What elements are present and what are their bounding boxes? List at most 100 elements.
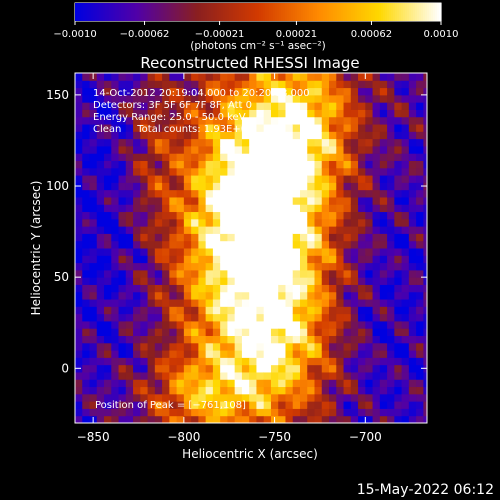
heatmap-cell <box>176 328 185 336</box>
heatmap-cell <box>133 364 141 373</box>
heatmap-cell <box>423 408 427 417</box>
heatmap-cell <box>169 255 178 264</box>
heatmap-cell <box>140 371 149 380</box>
colorbar-cell <box>371 3 374 21</box>
heatmap-cell <box>321 371 330 380</box>
heatmap-cell <box>350 196 359 205</box>
heatmap-cell <box>387 211 395 220</box>
heatmap-cell <box>329 401 337 409</box>
heatmap-cell <box>379 401 388 409</box>
heatmap-cell <box>314 94 323 103</box>
heatmap-cell <box>365 320 374 329</box>
heatmap-cell <box>89 204 98 213</box>
heatmap-cell <box>408 102 417 110</box>
heatmap-cell <box>241 124 250 132</box>
heatmap-cell <box>104 335 112 344</box>
heatmap-cell <box>365 379 374 388</box>
heatmap-cell <box>372 393 381 402</box>
colorbar-cell <box>231 3 234 21</box>
heatmap-cell <box>162 371 170 380</box>
heatmap-cell <box>198 153 207 161</box>
heatmap-cell <box>234 124 243 132</box>
heatmap-cell <box>343 284 352 293</box>
heatmap-cell <box>343 408 352 417</box>
heatmap-cell <box>358 393 366 402</box>
heatmap-cell <box>394 408 403 417</box>
heatmap-cell <box>365 240 374 249</box>
colorbar-cell <box>95 3 98 21</box>
heatmap-cell <box>111 255 120 264</box>
heatmap-cell <box>104 102 112 110</box>
colorbar-cell <box>357 3 360 21</box>
heatmap-cell <box>198 87 207 96</box>
heatmap-cell <box>350 320 359 329</box>
heatmap-cell <box>329 204 337 213</box>
heatmap-cell <box>270 233 279 242</box>
heatmap-cell <box>220 371 228 380</box>
heatmap-cell <box>299 393 308 402</box>
heatmap-cell <box>343 401 352 409</box>
heatmap-cell <box>75 233 83 242</box>
heatmap-cell <box>205 211 214 220</box>
heatmap-cell <box>227 138 236 147</box>
heatmap-cell <box>198 73 207 81</box>
heatmap-cell <box>358 124 366 132</box>
heatmap-cell <box>416 255 424 264</box>
heatmap-cell <box>241 291 250 300</box>
heatmap-cell <box>278 80 286 89</box>
heatmap-cell <box>299 160 308 169</box>
heatmap-cell <box>343 393 352 402</box>
colorbar-cell <box>117 3 120 21</box>
colorbar-cell <box>91 3 94 21</box>
heatmap-cell <box>140 226 149 234</box>
heatmap-cell <box>133 211 141 220</box>
heatmap-cell <box>191 116 199 125</box>
heatmap-cell <box>154 240 163 249</box>
heatmap-cell <box>154 189 163 198</box>
heatmap-cell <box>147 415 156 423</box>
heatmap-cell <box>140 299 149 307</box>
heatmap-cell <box>162 379 170 388</box>
heatmap-cell <box>379 182 388 191</box>
heatmap-cell <box>379 415 388 423</box>
heatmap-cell <box>270 182 279 191</box>
heatmap-cell <box>336 291 345 300</box>
heatmap-cell <box>183 364 192 373</box>
heatmap-cell <box>401 138 410 147</box>
heatmap-cell <box>198 175 207 183</box>
heatmap-cell <box>169 364 178 373</box>
heatmap-cell <box>387 80 395 89</box>
colorbar-cell <box>219 3 222 21</box>
heatmap-cell <box>423 393 427 402</box>
heatmap-cell <box>198 116 207 125</box>
colorbar-cell <box>327 3 330 21</box>
heatmap-cell <box>147 175 156 183</box>
heatmap-cell <box>278 204 286 213</box>
heatmap-cell <box>358 291 366 300</box>
heatmap-cell <box>408 109 417 118</box>
heatmap-cell <box>198 335 207 344</box>
heatmap-cell <box>191 218 199 227</box>
colorbar-cell <box>257 3 260 21</box>
heatmap-cell <box>169 204 178 213</box>
heatmap-cell <box>111 350 120 358</box>
heatmap-cell <box>394 145 403 154</box>
heatmap-cell <box>191 313 199 322</box>
heatmap-cell <box>321 328 330 336</box>
heatmap-cell <box>125 379 134 388</box>
heatmap-cell <box>133 160 141 169</box>
heatmap-cell <box>394 248 403 256</box>
heatmap-cell <box>423 320 427 329</box>
heatmap-cell <box>263 299 272 307</box>
heatmap-cell <box>169 131 178 140</box>
heatmap-cell <box>379 335 388 344</box>
heatmap-cell <box>104 371 112 380</box>
heatmap-cell <box>133 415 141 423</box>
heatmap-cell <box>125 218 134 227</box>
heatmap-cell <box>408 262 417 271</box>
heatmap-cell <box>387 255 395 264</box>
heatmap-cell <box>191 175 199 183</box>
heatmap-cell <box>220 291 228 300</box>
heatmap-cell <box>343 248 352 256</box>
heatmap-cell <box>358 80 366 89</box>
